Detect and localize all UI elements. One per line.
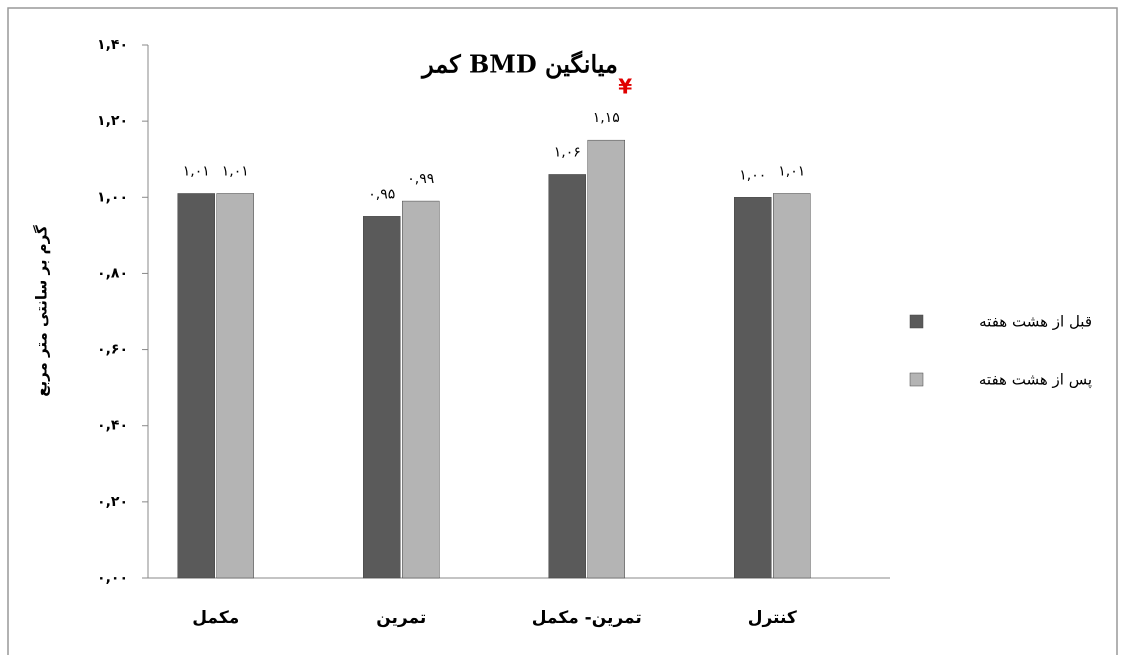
x-tick-label: کنترل xyxy=(748,608,797,628)
value-label: ۱,۰۶ xyxy=(554,144,581,160)
annotation: ¥ xyxy=(618,75,632,99)
value-label: ۱,۰۱ xyxy=(183,163,210,179)
value-label: ۱,۰۱ xyxy=(778,163,805,179)
value-label: ۱,۱۵ xyxy=(593,110,620,126)
y-tick-label: ۰,۶۰ xyxy=(97,342,128,358)
value-label: ۰,۹۵ xyxy=(368,186,395,202)
bar xyxy=(548,174,586,579)
y-tick-label: ۱,۴۰ xyxy=(97,37,128,53)
bar xyxy=(734,197,772,579)
bar xyxy=(177,193,215,579)
x-tick-label: تمرین- مکمل xyxy=(532,608,642,628)
bar xyxy=(216,193,254,579)
value-label: ۰,۹۹ xyxy=(407,171,434,187)
bar xyxy=(773,193,811,579)
value-label: ۱,۰۱ xyxy=(222,163,249,179)
y-axis-label: گرم بر سانتی متر مربع xyxy=(33,225,51,397)
y-tick-label: ۰,۰۰ xyxy=(97,570,128,586)
bar xyxy=(587,139,625,579)
y-tick-label: ۰,۴۰ xyxy=(97,418,128,434)
legend-label: پس از هشت هفته xyxy=(979,371,1092,390)
legend-swatch xyxy=(909,372,924,387)
y-tick-label: ۰,۲۰ xyxy=(97,494,128,510)
chart-frame xyxy=(7,7,1118,655)
bar xyxy=(402,200,440,579)
legend-swatch xyxy=(909,314,924,329)
y-tick-label: ۱,۲۰ xyxy=(97,113,128,129)
x-tick-label: مکمل xyxy=(192,608,239,628)
legend-label: قبل از هشت هفته xyxy=(979,313,1092,331)
y-tick-label: ۰,۸۰ xyxy=(97,265,128,281)
x-tick-label: تمرین xyxy=(376,608,426,628)
y-tick-label: ۱,۰۰ xyxy=(97,189,128,205)
value-label: ۱,۰۰ xyxy=(739,167,766,183)
bar xyxy=(363,216,401,579)
chart-title: میانگین BMD کمر xyxy=(420,50,618,80)
